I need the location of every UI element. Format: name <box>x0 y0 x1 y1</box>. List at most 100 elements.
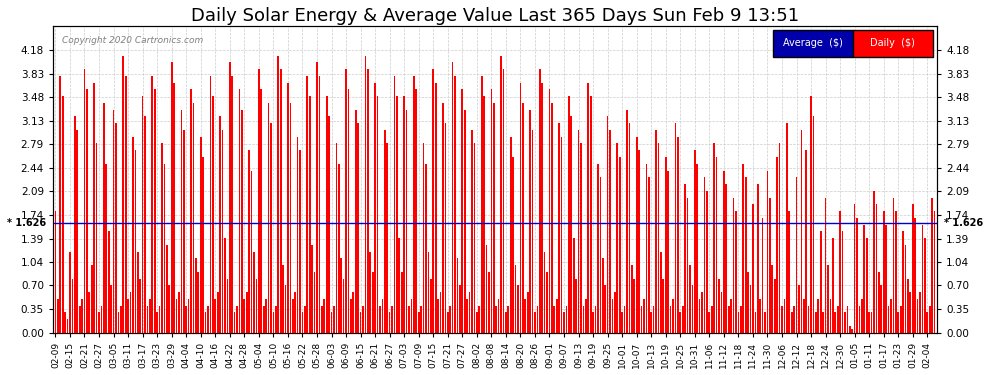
Bar <box>140 279 141 333</box>
Bar <box>754 312 756 333</box>
Bar <box>217 292 219 333</box>
Bar <box>723 171 725 333</box>
Bar <box>64 312 66 333</box>
Bar <box>369 252 371 333</box>
Bar <box>791 312 793 333</box>
Bar <box>456 258 458 333</box>
Bar <box>718 279 720 333</box>
Bar <box>329 116 330 333</box>
Bar <box>486 245 487 333</box>
Bar <box>265 299 267 333</box>
Bar <box>81 299 83 333</box>
Bar <box>897 312 899 333</box>
Bar <box>125 76 127 333</box>
Bar <box>805 150 807 333</box>
Bar <box>617 144 618 333</box>
Bar <box>478 306 480 333</box>
Bar <box>932 198 933 333</box>
Bar <box>771 265 773 333</box>
Bar <box>709 312 710 333</box>
Bar <box>934 211 936 333</box>
Bar <box>384 130 386 333</box>
Bar <box>893 198 894 333</box>
Bar <box>66 319 68 333</box>
Bar <box>840 211 841 333</box>
Bar <box>451 62 453 333</box>
Bar <box>270 123 272 333</box>
Bar <box>362 306 364 333</box>
Bar <box>83 69 85 333</box>
Bar <box>662 279 664 333</box>
Bar <box>168 285 170 333</box>
Bar <box>483 96 485 333</box>
Bar <box>740 306 742 333</box>
Bar <box>757 184 758 333</box>
Bar <box>263 306 264 333</box>
Bar <box>728 306 730 333</box>
Bar <box>871 312 872 333</box>
Bar <box>413 76 415 333</box>
Bar <box>188 299 189 333</box>
Bar <box>219 116 221 333</box>
Bar <box>813 116 815 333</box>
Bar <box>319 76 320 333</box>
Bar <box>287 82 289 333</box>
Bar <box>258 69 259 333</box>
Bar <box>888 306 889 333</box>
Bar <box>461 89 463 333</box>
Bar <box>828 265 829 333</box>
Bar <box>471 130 473 333</box>
Bar <box>115 123 117 333</box>
Bar <box>350 299 351 333</box>
Bar <box>515 265 517 333</box>
Bar <box>359 312 361 333</box>
Bar <box>711 306 713 333</box>
Bar <box>253 252 254 333</box>
Bar <box>229 62 231 333</box>
Bar <box>810 96 812 333</box>
Bar <box>738 312 740 333</box>
Bar <box>641 306 643 333</box>
Bar <box>687 198 688 333</box>
Bar <box>425 164 427 333</box>
Bar <box>858 306 860 333</box>
Bar <box>542 82 544 333</box>
Bar <box>110 285 112 333</box>
Bar <box>612 299 614 333</box>
Bar <box>922 225 924 333</box>
Bar <box>779 144 780 333</box>
Bar <box>145 116 146 333</box>
Text: Average  ($): Average ($) <box>783 38 843 48</box>
Bar <box>801 130 802 333</box>
Bar <box>57 299 58 333</box>
Bar <box>399 238 400 333</box>
Bar <box>900 306 902 333</box>
Bar <box>749 285 751 333</box>
Bar <box>679 312 681 333</box>
Bar <box>202 157 204 333</box>
Bar <box>128 299 129 333</box>
Bar <box>193 103 194 333</box>
Bar <box>118 312 119 333</box>
Bar <box>856 218 858 333</box>
Bar <box>590 96 591 333</box>
Bar <box>341 258 343 333</box>
Bar <box>636 137 638 333</box>
Bar <box>853 204 855 333</box>
Bar <box>93 82 95 333</box>
Bar <box>357 123 359 333</box>
Bar <box>311 245 313 333</box>
Bar <box>803 299 805 333</box>
Bar <box>227 279 229 333</box>
Bar <box>846 306 848 333</box>
Bar <box>699 299 701 333</box>
Bar <box>512 157 514 333</box>
Bar <box>314 272 316 333</box>
Bar <box>701 292 703 333</box>
Bar <box>183 130 185 333</box>
Bar <box>336 144 338 333</box>
Bar <box>248 150 250 333</box>
Bar <box>783 299 785 333</box>
Bar <box>696 164 698 333</box>
Bar <box>629 123 631 333</box>
